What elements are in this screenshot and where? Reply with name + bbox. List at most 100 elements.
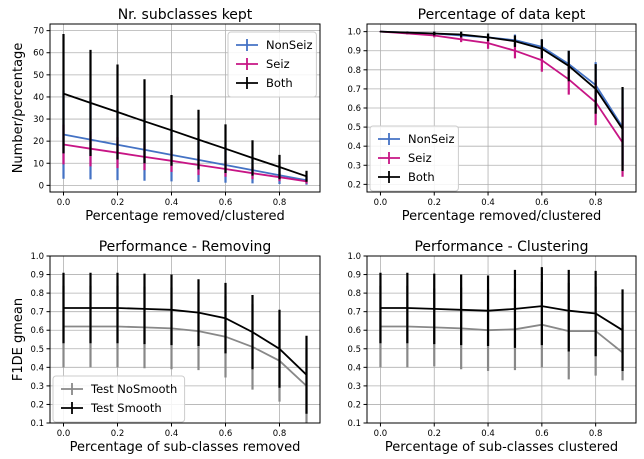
legend-label: Both bbox=[266, 76, 293, 90]
series-line-1 bbox=[63, 325, 308, 387]
data-point bbox=[89, 102, 92, 104]
y-tick-label: 0.7 bbox=[347, 308, 361, 318]
series-line-2 bbox=[63, 307, 308, 376]
legend-label: NonSeiz bbox=[408, 132, 455, 146]
data-point bbox=[514, 40, 516, 43]
y-tick-label: 0.9 bbox=[30, 271, 44, 281]
data-point bbox=[305, 175, 308, 178]
chart-panel-2: 0.0 0.2 0.4 0.6 0.8 0.2 0.3 0.4 0.5 0.6 0.7 0.8 0.9 1… bbox=[347, 7, 637, 224]
series-group bbox=[379, 267, 624, 381]
x-axis-label: Percentage removed/clustered bbox=[85, 209, 284, 224]
data-point bbox=[116, 307, 119, 309]
data-point bbox=[567, 309, 570, 312]
y-tick-label: 0.4 bbox=[347, 363, 361, 373]
legend-label: Test Smooth bbox=[90, 401, 162, 415]
y-tick-label: 0.2 bbox=[347, 180, 361, 190]
data-point bbox=[89, 307, 92, 309]
y-tick-label: 0.8 bbox=[347, 66, 361, 76]
y-tick-label: 0.8 bbox=[347, 289, 361, 299]
y-tick-label: 50 bbox=[33, 71, 44, 81]
data-point bbox=[278, 347, 281, 350]
series-line-3 bbox=[380, 30, 624, 130]
series-group bbox=[379, 30, 624, 177]
data-point bbox=[379, 307, 382, 309]
y-tick-label: 0.5 bbox=[347, 345, 361, 355]
legend-box bbox=[52, 375, 186, 423]
x-tick-label: 0.6 bbox=[219, 198, 233, 208]
legend-label: NonSeiz bbox=[266, 38, 313, 52]
x-tick-label: 0.4 bbox=[165, 198, 179, 208]
data-point bbox=[487, 42, 489, 44]
y-axis-label: Number/percentage bbox=[11, 43, 26, 174]
legend: NonSeiz Seiz Both bbox=[227, 31, 317, 98]
y-tick-label: 0.5 bbox=[30, 345, 44, 355]
series-group bbox=[62, 272, 308, 423]
data-point bbox=[514, 307, 516, 310]
data-point bbox=[567, 65, 570, 67]
data-point bbox=[170, 129, 173, 132]
series-line-2 bbox=[63, 143, 307, 183]
x-tick-label: 0.8 bbox=[589, 429, 603, 439]
y-tick-label: 1.0 bbox=[347, 28, 361, 38]
y-tick-label: 0.3 bbox=[347, 382, 361, 392]
series-line-3 bbox=[63, 92, 307, 178]
data-point bbox=[460, 33, 463, 36]
chart-panel-1: 0.0 0.2 0.4 0.6 0.8 0 10 20 30 40 50 60 70 Nr. subcla… bbox=[11, 7, 321, 224]
legend-label: Test NoSmooth bbox=[90, 382, 177, 396]
y-tick-label: 0.2 bbox=[30, 400, 44, 410]
data-point bbox=[305, 373, 308, 376]
chart-title: Percentage of data kept bbox=[418, 7, 586, 23]
axes-frame bbox=[366, 255, 637, 424]
data-point bbox=[62, 307, 65, 309]
y-tick-label: 0.7 bbox=[30, 308, 44, 318]
x-tick-label: 0.8 bbox=[273, 429, 287, 439]
data-point bbox=[224, 147, 227, 150]
series-line-2 bbox=[380, 305, 623, 331]
series-group bbox=[62, 33, 308, 185]
chart-title: Performance - Removing bbox=[99, 239, 272, 255]
data-point bbox=[406, 307, 409, 309]
data-point bbox=[540, 47, 543, 50]
data-point bbox=[460, 38, 463, 41]
y-tick-label: 40 bbox=[33, 93, 44, 103]
legend-label: Seiz bbox=[408, 151, 432, 165]
data-point bbox=[116, 111, 119, 113]
data-point bbox=[143, 120, 146, 123]
chart-panel-4: 0.0 0.2 0.4 0.6 0.8 0.1 0.2 0.3 0.4 0.5 0.6 0.7 0.8 0… bbox=[347, 239, 637, 455]
x-tick-label: 0.6 bbox=[219, 429, 233, 439]
x-tick-label: 0.0 bbox=[57, 429, 71, 439]
y-tick-label: 0.3 bbox=[30, 382, 44, 392]
series-line-1 bbox=[63, 133, 307, 182]
y-tick-label: 70 bbox=[33, 27, 44, 37]
y-tick-label: 0.9 bbox=[347, 271, 361, 281]
data-point bbox=[433, 307, 436, 310]
legend: Test NoSmooth Test Smooth bbox=[52, 375, 186, 423]
x-tick-label: 0.8 bbox=[589, 198, 603, 208]
x-tick-label: 0.2 bbox=[427, 198, 441, 208]
data-point bbox=[224, 317, 227, 320]
data-point bbox=[433, 32, 436, 35]
y-tick-label: 60 bbox=[33, 49, 44, 59]
data-point bbox=[487, 309, 489, 312]
legend-box bbox=[227, 31, 317, 98]
data-point bbox=[379, 30, 382, 33]
legend-box bbox=[369, 125, 459, 192]
series-line-2 bbox=[380, 30, 624, 143]
data-point bbox=[143, 307, 146, 310]
data-point bbox=[197, 138, 200, 141]
x-axis-label: Percentage of sub-classes removed bbox=[70, 440, 301, 455]
data-point bbox=[170, 308, 173, 311]
x-axis-label: Percentage removed/clustered bbox=[402, 209, 601, 224]
y-tick-label: 0 bbox=[39, 181, 44, 191]
y-tick-label: 0.3 bbox=[347, 161, 361, 171]
y-tick-label: 0.9 bbox=[347, 47, 361, 57]
data-point bbox=[278, 166, 281, 168]
y-tick-label: 0.5 bbox=[347, 123, 361, 133]
y-tick-label: 0.1 bbox=[30, 419, 44, 429]
y-tick-label: 0.2 bbox=[347, 400, 361, 410]
data-point bbox=[197, 311, 200, 314]
series-line-1 bbox=[380, 323, 624, 354]
chart-title: Performance - Clustering bbox=[414, 239, 588, 255]
y-tick-label: 0.7 bbox=[347, 85, 361, 95]
